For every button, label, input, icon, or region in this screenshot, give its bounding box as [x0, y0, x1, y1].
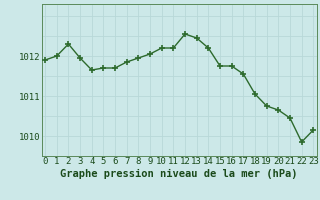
- X-axis label: Graphe pression niveau de la mer (hPa): Graphe pression niveau de la mer (hPa): [60, 169, 298, 179]
